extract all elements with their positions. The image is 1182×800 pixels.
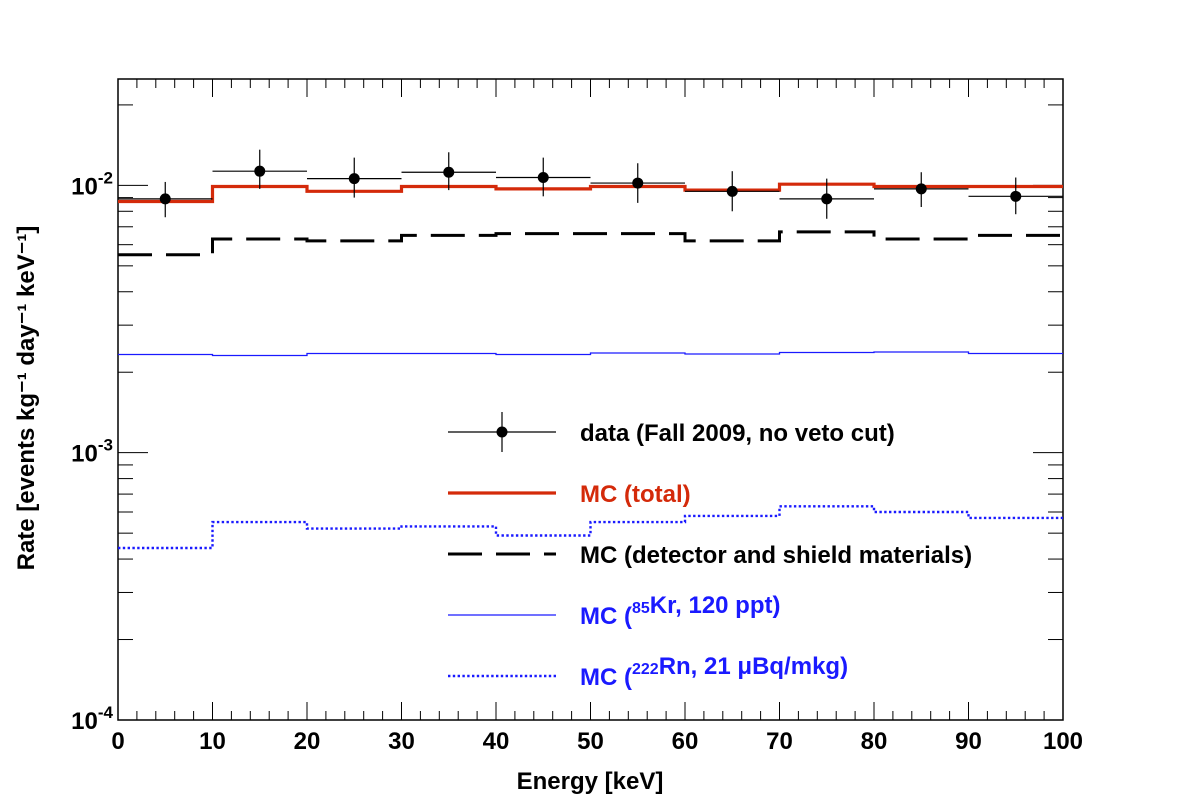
- x-tick-label: 60: [672, 728, 699, 755]
- legend-item: MC (222Rn, 21 μBq/mkg): [448, 653, 848, 691]
- legend-item: MC (detector and shield materials): [448, 542, 972, 569]
- series-layer: [118, 149, 1063, 550]
- y-tick-label: 10-2: [71, 168, 113, 200]
- series-line: [118, 230, 1063, 257]
- legend: data (Fall 2009, no veto cut) MC (total) M…: [448, 412, 972, 691]
- marker: [726, 185, 738, 197]
- x-axis-title: Energy [keV]: [517, 768, 664, 795]
- legend-label: MC (85Kr, 120 ppt): [580, 592, 780, 630]
- legend-marker: [496, 426, 508, 438]
- data-point: [496, 157, 591, 197]
- y-axis-title: Rate [events kg⁻¹ day⁻¹ keV⁻¹]: [13, 226, 40, 571]
- data-point: [212, 149, 307, 189]
- x-tick-label: 50: [577, 728, 604, 755]
- series-line: [118, 351, 1063, 357]
- marker: [159, 193, 171, 205]
- x-tick-label: 20: [294, 728, 321, 755]
- y-tick-label: 10-3: [71, 436, 113, 468]
- legend-item: data (Fall 2009, no veto cut): [448, 412, 895, 452]
- marker: [254, 165, 266, 177]
- data-point: [307, 157, 402, 198]
- x-tick-label: 100: [1043, 728, 1083, 755]
- data-point: [401, 152, 496, 191]
- data-point: [968, 177, 1063, 215]
- data-point: [590, 163, 685, 203]
- x-tick-label: 30: [388, 728, 415, 755]
- x-tick-labels: 0 10 20 30 40 50 60 70 80 90 100: [111, 728, 1083, 755]
- y-tick-label: 10-4: [71, 703, 113, 735]
- x-tick-label: 0: [111, 728, 124, 755]
- data-point: [779, 178, 874, 219]
- legend-item: MC (85Kr, 120 ppt): [448, 592, 780, 630]
- marker: [915, 183, 927, 195]
- x-tick-label: 10: [199, 728, 226, 755]
- x-tick-label: 70: [766, 728, 793, 755]
- legend-item: MC (total): [448, 481, 691, 508]
- y-tick-labels: 10-4 10-3 10-2: [71, 168, 113, 735]
- legend-label: MC (detector and shield materials): [580, 542, 972, 569]
- data-point: [874, 172, 969, 208]
- data-point: [118, 181, 213, 218]
- x-tick-label: 40: [483, 728, 510, 755]
- series-line: [118, 182, 1063, 204]
- marker: [632, 177, 644, 189]
- data-point: [685, 171, 780, 212]
- legend-label: MC (222Rn, 21 μBq/mkg): [580, 653, 848, 691]
- x-tick-label: 80: [861, 728, 888, 755]
- legend-label: MC (total): [580, 481, 691, 508]
- marker: [1010, 190, 1022, 202]
- marker: [821, 193, 833, 205]
- marker: [348, 173, 360, 185]
- legend-label: data (Fall 2009, no veto cut): [580, 420, 895, 447]
- marker: [537, 172, 549, 184]
- x-tick-label: 90: [955, 728, 982, 755]
- marker: [443, 166, 455, 178]
